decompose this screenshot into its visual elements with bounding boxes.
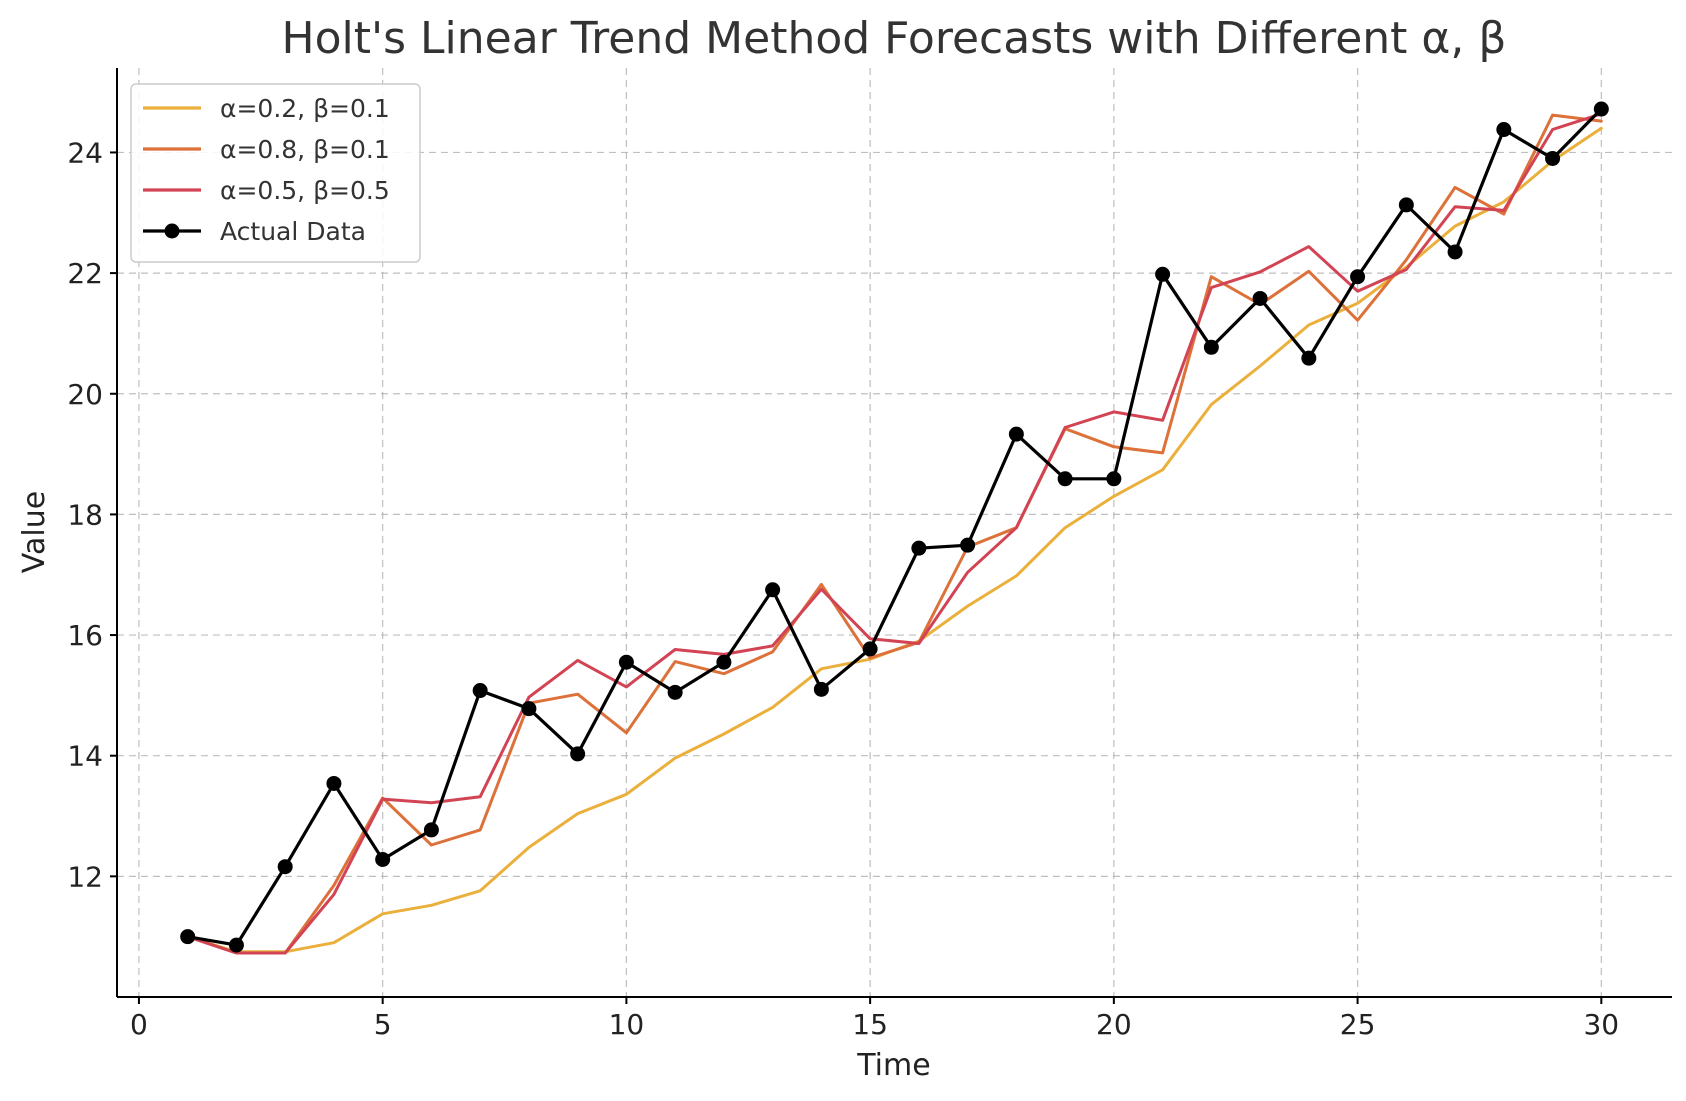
data-point [1203,339,1219,355]
x-tick-label: 30 [1583,1008,1619,1041]
legend-item: α=0.2, β=0.1 [143,94,390,123]
legend-item: Actual Data [143,217,366,246]
legend-marker [164,223,180,239]
data-point [1057,471,1073,487]
x-tick-label: 10 [609,1008,645,1041]
data-point [1593,101,1609,117]
legend-item: α=0.5, β=0.5 [143,176,390,205]
data-point [618,654,634,670]
data-point [1301,350,1317,366]
y-tick-label: 16 [67,619,103,652]
y-tick-label: 24 [67,136,103,169]
data-point [1350,269,1366,285]
data-point [228,937,244,953]
data-point [1106,471,1122,487]
legend-label: α=0.8, β=0.1 [220,135,390,164]
data-point [1398,197,1414,213]
data-point [277,859,293,875]
series-line [186,113,1603,955]
data-point [375,851,391,867]
y-tick-label: 20 [67,378,103,411]
series-3 [180,101,1609,953]
data-point [911,540,927,556]
grid [117,68,1672,997]
y-tick-label: 22 [67,257,103,290]
data-point [862,641,878,657]
series-line [186,107,1603,947]
series-line [186,112,1603,955]
data-point [570,746,586,762]
y-axis-label: Value [17,491,52,573]
x-axis-label: Time [856,1048,930,1083]
data-point [1447,244,1463,260]
data-point [960,537,976,553]
data-point [716,654,732,670]
data-point [765,582,781,598]
y-tick-label: 12 [67,860,103,893]
data-point [1252,290,1268,306]
x-tick-label: 5 [374,1008,392,1041]
data-point [521,701,537,717]
y-tick-label: 18 [67,498,103,531]
y-tick-label: 14 [67,740,103,773]
data-point [472,683,488,699]
series-1 [186,113,1603,955]
data-point [667,684,683,700]
y-ticks: 12 14 16 18 20 22 24 [67,136,117,893]
legend-label: Actual Data [220,217,366,246]
data-point [1155,266,1171,282]
axes [116,68,1672,998]
legend: α=0.2, β=0.1 α=0.8, β=0.1 α=0.5, β=0.5 Actu… [130,83,421,263]
legend-label: α=0.2, β=0.1 [220,94,390,123]
data-point [1008,426,1024,442]
x-tick-label: 25 [1340,1008,1376,1041]
data-point [1545,150,1561,166]
x-tick-label: 20 [1096,1008,1132,1041]
legend-box [130,83,421,263]
data-point [813,681,829,697]
x-ticks: 0 5 10 15 20 25 30 [130,997,1619,1041]
data-point [1496,122,1512,138]
x-tick-label: 0 [130,1008,148,1041]
x-tick-label: 15 [852,1008,888,1041]
series-2 [186,112,1603,955]
legend-item: α=0.8, β=0.1 [143,135,390,164]
series-layer [180,101,1609,955]
chart-title: Holt's Linear Trend Method Forecasts wit… [282,13,1507,64]
data-point [326,775,342,791]
legend-label: α=0.5, β=0.5 [220,176,390,205]
data-point [180,929,196,945]
data-point [423,822,439,838]
